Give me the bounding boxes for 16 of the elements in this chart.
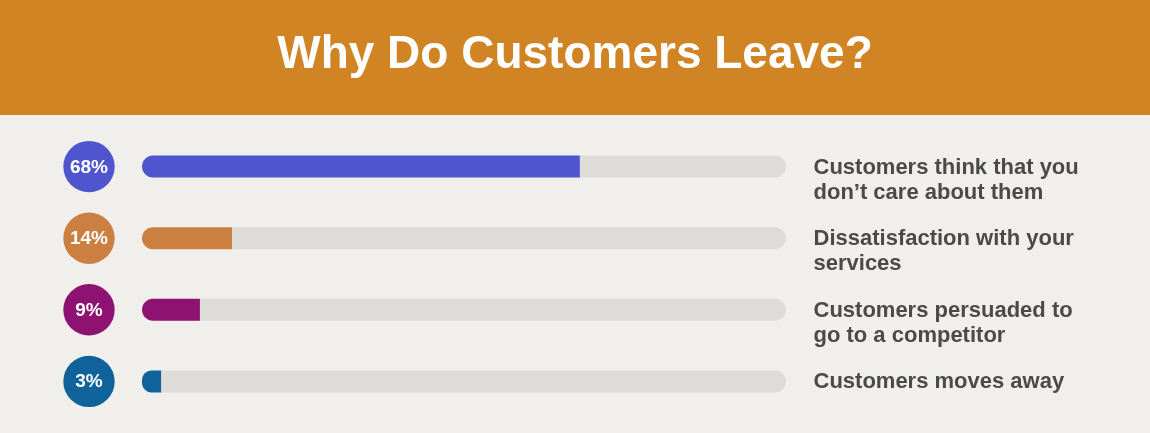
bar <box>232 227 786 250</box>
y-tick-label: Customers persuaded to go to a competitor <box>813 296 1073 347</box>
data-label: 3% <box>75 370 103 392</box>
bar <box>142 298 200 321</box>
bar <box>579 155 786 178</box>
y-tick-label: Customers moves away <box>813 368 1065 394</box>
bar <box>161 370 786 393</box>
chart-title: Why Do Customers Leave? <box>277 26 873 78</box>
data-label: 14% <box>69 227 109 249</box>
data-label: 9% <box>75 298 103 320</box>
y-tick-label: Dissatisfaction with your services <box>813 225 1075 276</box>
data-label: 68% <box>69 155 109 177</box>
y-tick-label: Customers think that you don’t care about them <box>813 153 1079 204</box>
bar <box>142 155 580 178</box>
bar <box>142 227 233 250</box>
bar <box>199 298 786 321</box>
